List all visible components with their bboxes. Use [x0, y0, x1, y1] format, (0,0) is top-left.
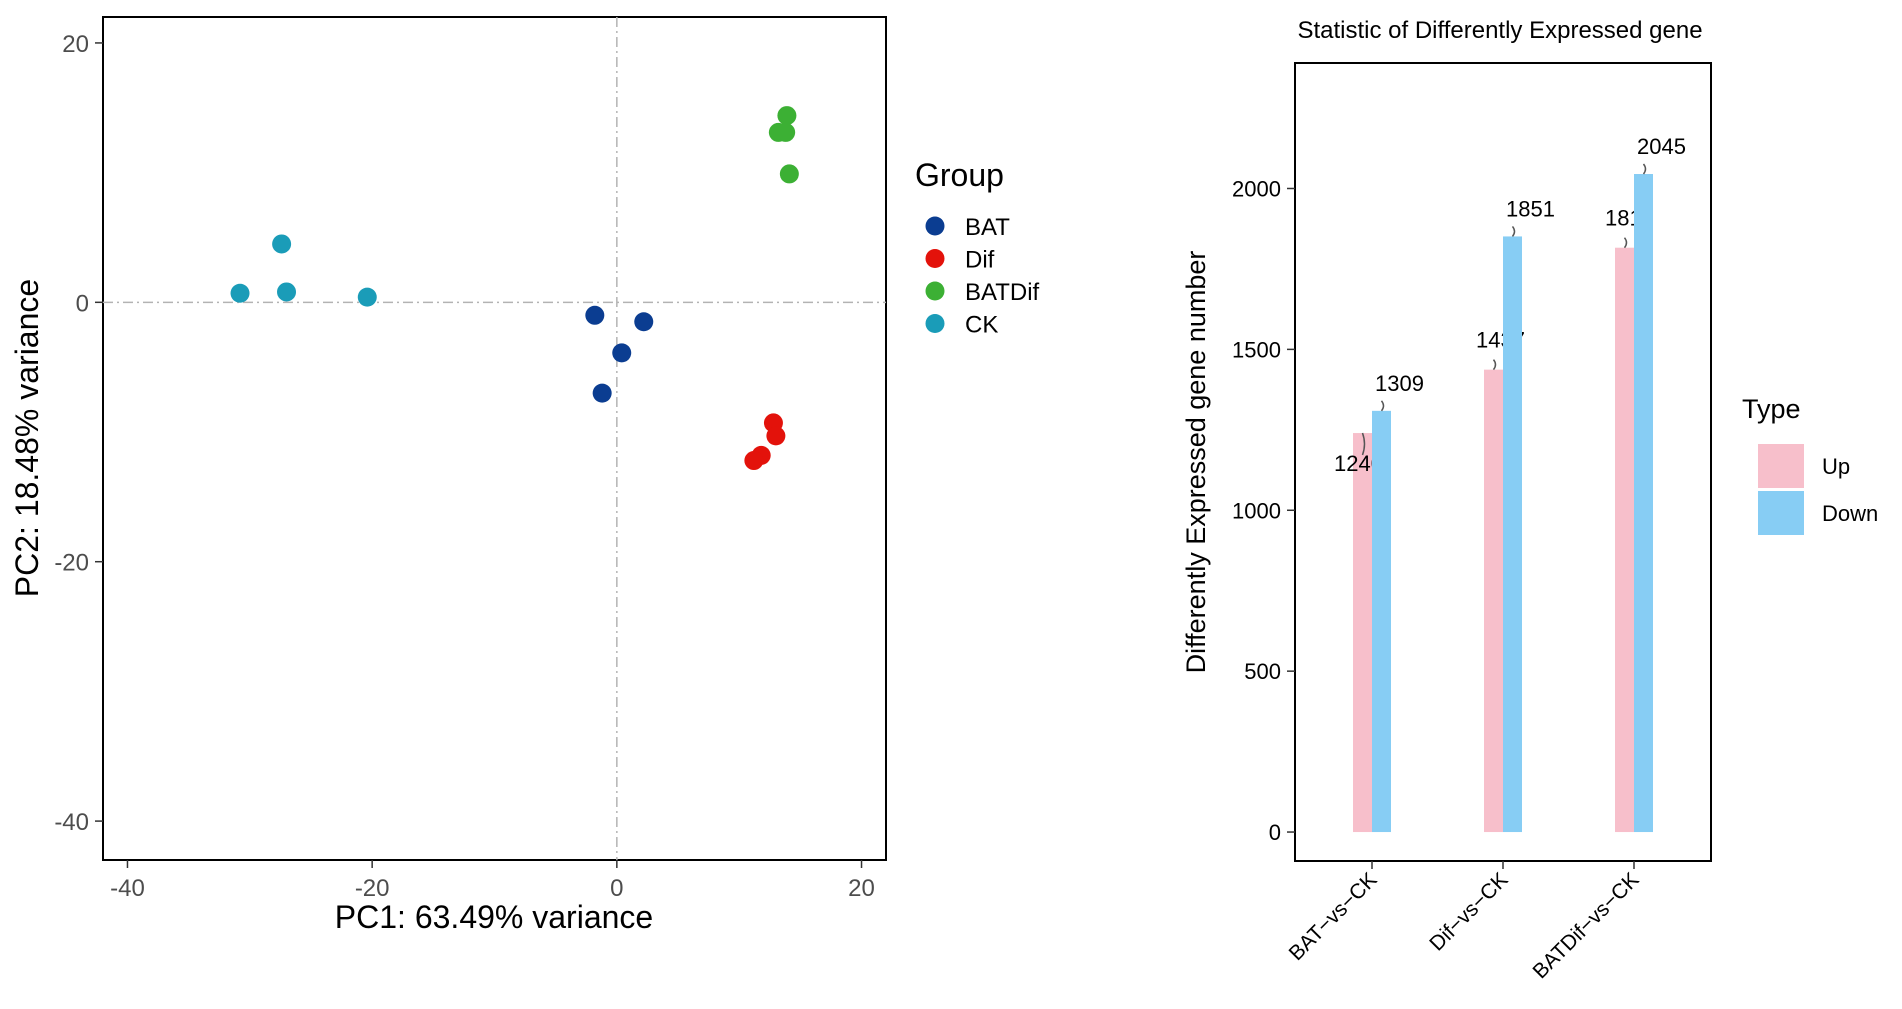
bar-legend-key-down — [1758, 491, 1804, 535]
bar-x-tick-label: BATDif−vs−CK — [1529, 868, 1644, 983]
pca-y-tick-label: 0 — [76, 290, 89, 317]
pca-x-tick-label: -20 — [355, 875, 390, 902]
pca-y-tick-label: -40 — [54, 809, 89, 836]
pca-legend-label-dif: Dif — [965, 247, 995, 274]
bar-y-tick-label: 1000 — [1232, 498, 1281, 523]
pca-y-axis-label: PC2: 18.48% variance — [9, 279, 45, 597]
bar-down-0 — [1372, 410, 1391, 833]
pca-point-bat — [612, 343, 632, 363]
pca-legend-label-batdif: BATDif — [965, 279, 1040, 306]
pca-x-tick-label: 20 — [848, 875, 875, 902]
pca-y-tick-label: -20 — [54, 550, 89, 577]
bar-legend-label-up: Up — [1822, 454, 1850, 479]
bar-up-1 — [1484, 369, 1503, 833]
bar-label-leader — [1642, 163, 1647, 175]
bar-up-0 — [1353, 433, 1372, 833]
bar-label-leader — [1511, 225, 1516, 237]
pca-legend-key-batdif — [925, 281, 945, 301]
pca-legend-key-ck — [925, 314, 945, 333]
bar-label-leader — [1380, 400, 1385, 412]
pca-points — [230, 106, 799, 471]
bar-legend-key-up — [1758, 444, 1804, 488]
pca-point-batdif — [777, 106, 797, 126]
pca-x-axis-label: PC1: 63.49% variance — [335, 899, 653, 935]
bar-y-axis-label: Differently Expressed gene number — [1181, 251, 1211, 674]
bar-down-2 — [1634, 174, 1653, 833]
pca-legend-key-dif — [925, 249, 945, 268]
bar-legend-title: Type — [1742, 394, 1801, 424]
bar-axis-ticks: 0 500 1000 1500 2000 — [1232, 176, 1295, 845]
pca-x-tick-label: -40 — [110, 875, 145, 902]
pca-legend-label-ck: CK — [965, 312, 998, 339]
bar-down-1 — [1503, 236, 1522, 833]
bar-value-label: 1309 — [1375, 371, 1424, 396]
bar-label-leader — [1361, 432, 1366, 456]
bar-label-leader — [1492, 359, 1497, 371]
pca-point-batdif — [779, 164, 799, 184]
pca-legend-label-bat: BAT — [965, 214, 1010, 241]
bar-legend-label-down: Down — [1822, 501, 1878, 526]
bar-marks: 12401309BAT−vs−CK14371851Dif−vs−CK181620… — [1285, 134, 1686, 983]
pca-legend-key-bat — [925, 216, 945, 236]
bar-x-tick-label: BAT−vs−CK — [1285, 868, 1382, 965]
pca-point-dif — [744, 451, 764, 471]
pca-x-tick-label: 0 — [610, 875, 623, 902]
pca-point-ck — [357, 287, 377, 307]
pca-point-bat — [585, 305, 605, 325]
pca-point-batdif — [776, 122, 796, 142]
pca-reference-lines — [103, 17, 886, 860]
pca-point-bat — [592, 383, 612, 403]
bar-y-tick-label: 2000 — [1232, 176, 1281, 201]
pca-plot-border — [102, 16, 887, 861]
pca-legend-title: Group — [915, 157, 1004, 193]
bar-legend: Type Up Down — [1742, 394, 1878, 535]
bar-up-2 — [1615, 247, 1634, 833]
pca-point-ck — [230, 283, 250, 303]
bar-x-tick-label: Dif−vs−CK — [1425, 868, 1512, 955]
bar-value-label: 2045 — [1637, 134, 1686, 159]
bar-value-label: 1851 — [1506, 196, 1555, 221]
pca-y-tick-label: 20 — [62, 31, 89, 58]
pca-point-ck — [272, 234, 292, 254]
bar-chart-title: Statistic of Differently Expressed gene — [1297, 17, 1702, 44]
pca-point-ck — [277, 282, 297, 302]
bar-y-tick-label: 500 — [1244, 659, 1281, 684]
pca-point-bat — [634, 312, 654, 332]
pca-axis-ticks: -40 -20 0 20 -40 -20 0 20 — [54, 31, 875, 902]
bar-y-tick-label: 1500 — [1232, 337, 1281, 362]
bar-y-tick-label: 0 — [1269, 820, 1281, 845]
deg-bar-panel: Statistic of Differently Expressed gene … — [1181, 17, 1878, 983]
bar-label-leader — [1623, 237, 1628, 249]
pca-point-dif — [766, 426, 786, 446]
